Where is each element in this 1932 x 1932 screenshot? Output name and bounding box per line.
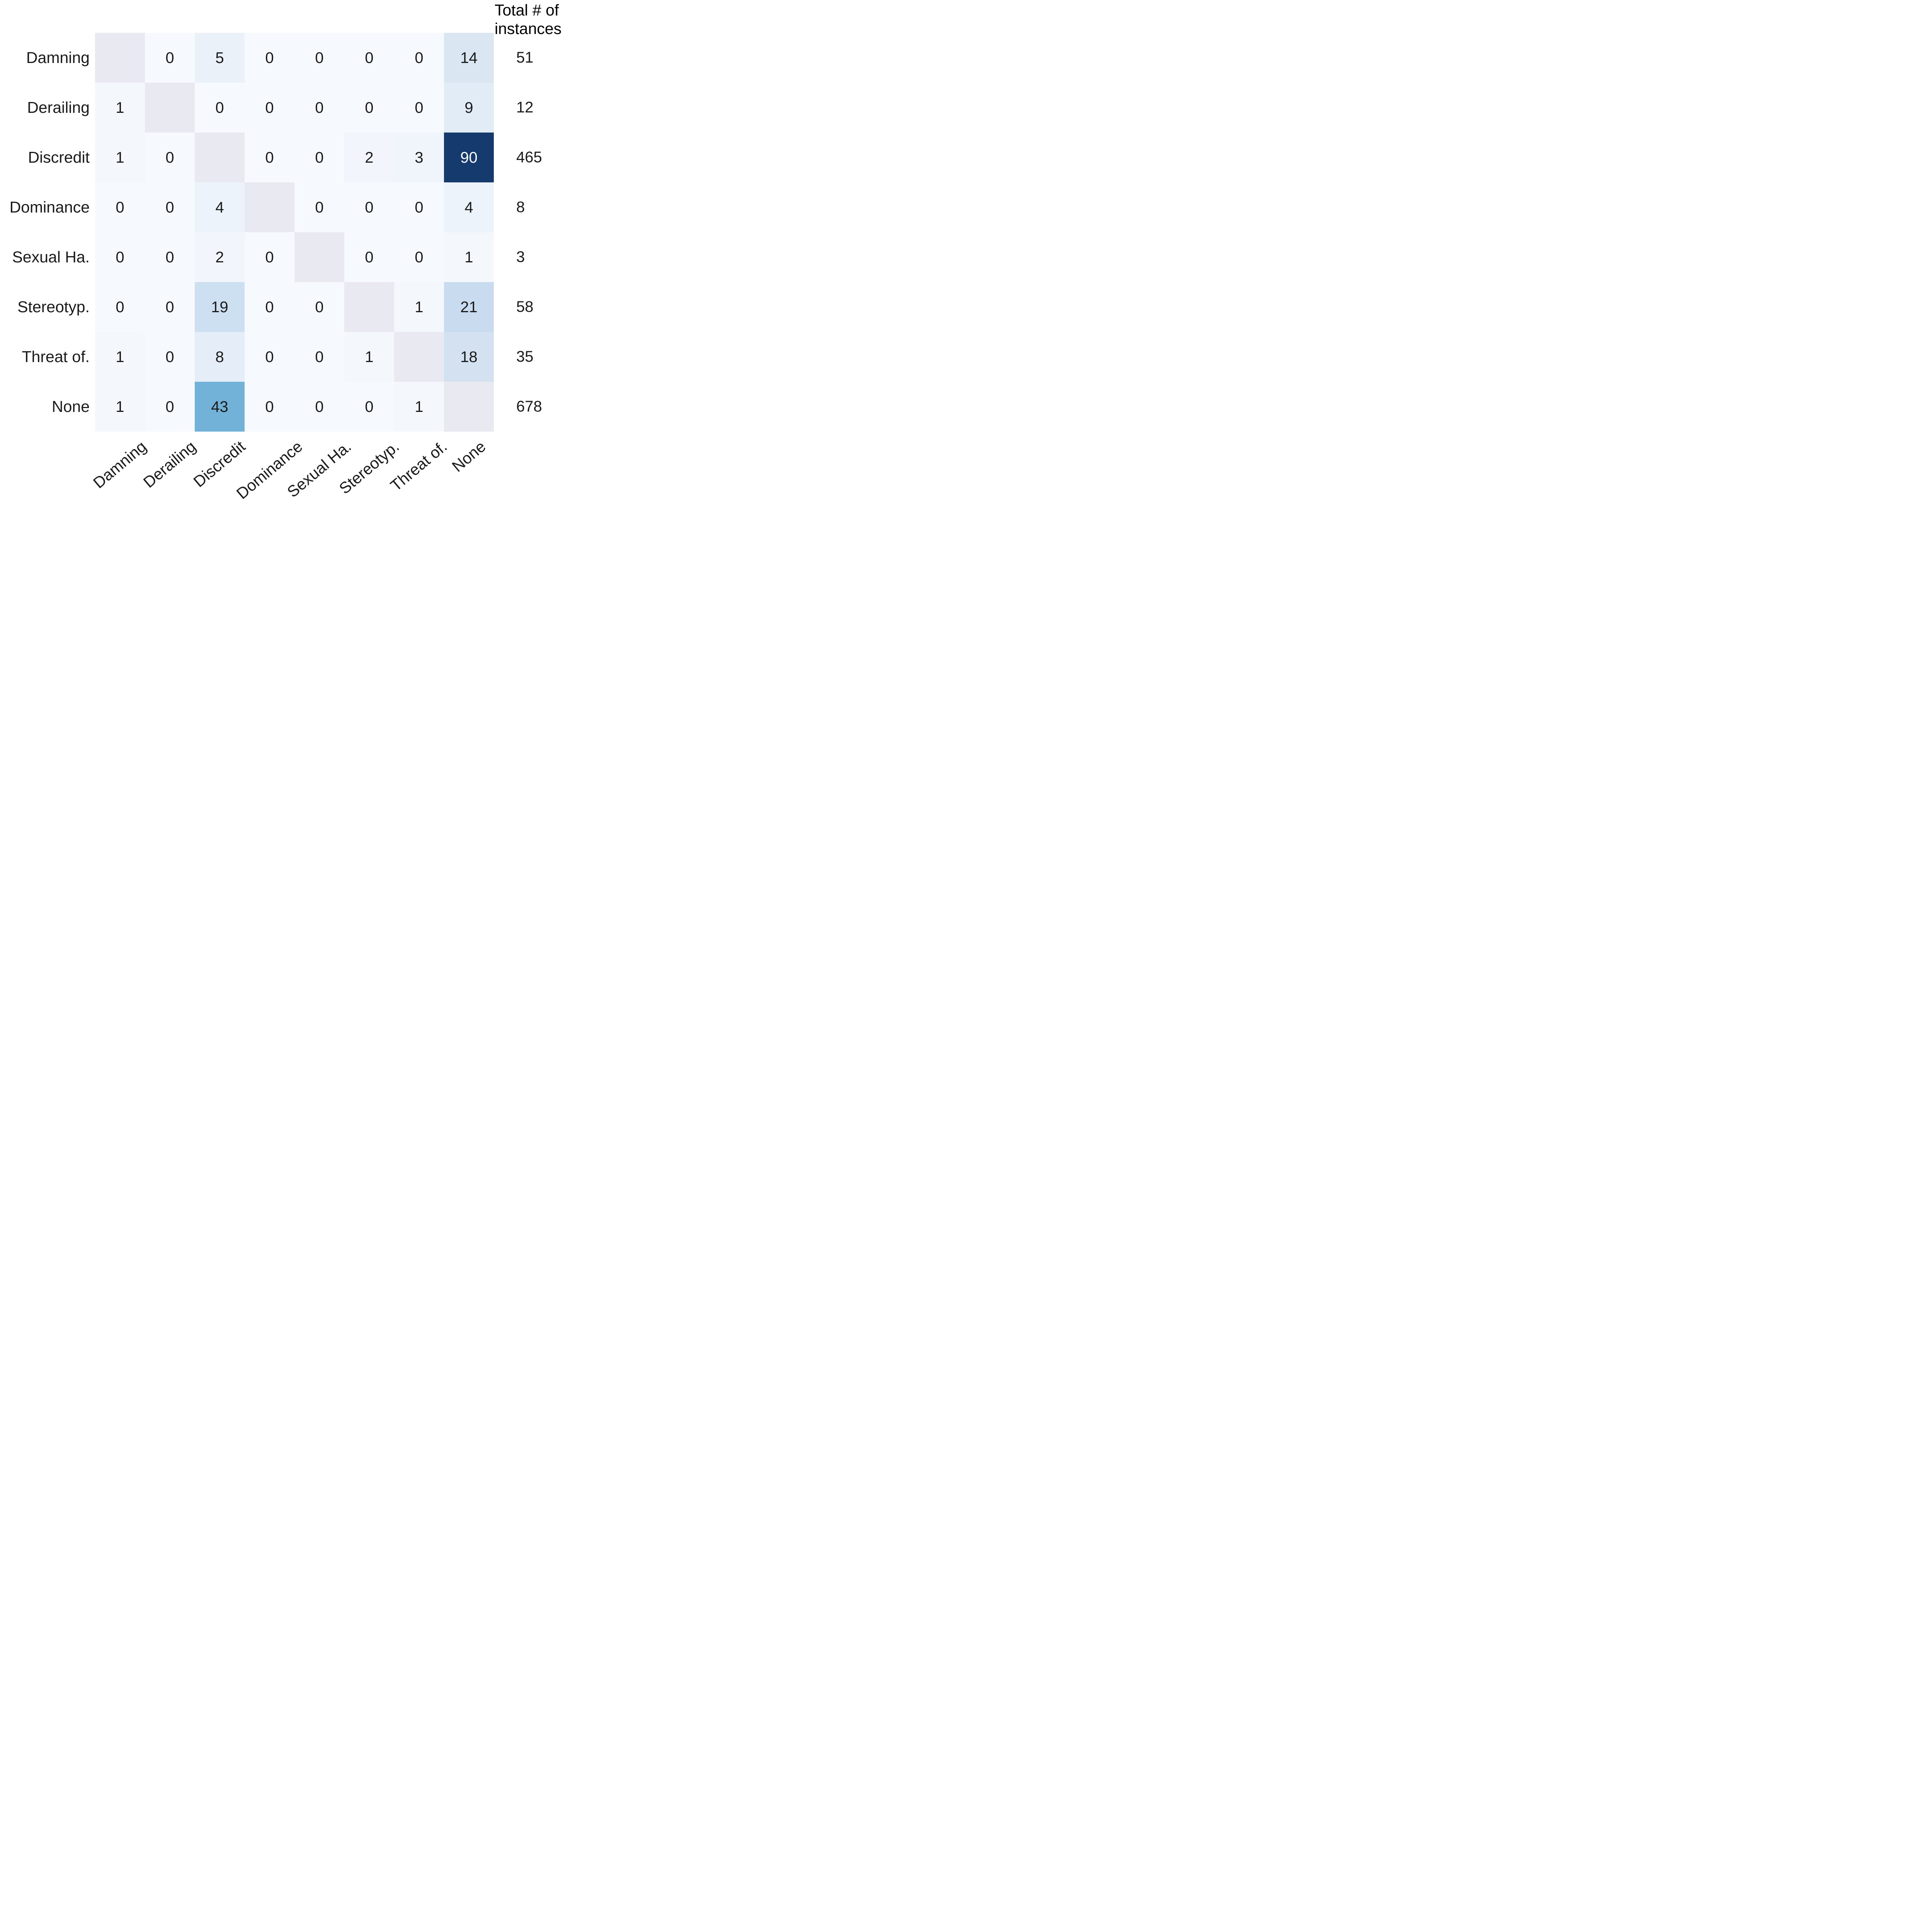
heatmap-cell: 0 xyxy=(245,232,294,282)
heatmap-cell: 4 xyxy=(444,182,494,232)
heatmap-cell: 0 xyxy=(95,232,145,282)
heatmap-cell: 0 xyxy=(245,83,294,133)
heatmap-cell: 9 xyxy=(444,83,494,133)
heatmap-cell: 43 xyxy=(195,382,245,432)
total-value: 58 xyxy=(516,298,534,315)
heatmap-cell: 1 xyxy=(344,332,394,382)
heatmap-cell: 0 xyxy=(145,182,195,232)
y-axis-labels: Damning Derailing Discredit Dominance Sexual… xyxy=(0,33,90,432)
heatmap-cell: 0 xyxy=(344,232,394,282)
heatmap-cell: 0 xyxy=(344,83,394,133)
heatmap-cell: 1 xyxy=(394,282,444,332)
heatmap-cell: 0 xyxy=(394,182,444,232)
totals-column: 51 12 465 8 3 58 35 678 xyxy=(516,33,565,432)
confusion-matrix: 0 5 0 0 0 0 14 1 0 0 0 0 0 9 1 0 0 0 2 3 90 0 0 4 0 0 0 4 0 0 2 0 0 0 1 0 0 1… xyxy=(95,33,494,432)
heatmap-cell: 0 xyxy=(245,382,294,432)
heatmap-cell: 0 xyxy=(344,182,394,232)
col-label: Discredit xyxy=(190,437,249,491)
heatmap-cell: 5 xyxy=(195,33,245,83)
total-value: 12 xyxy=(516,99,534,116)
heatmap-cell xyxy=(344,282,394,332)
heatmap-cell: 0 xyxy=(145,282,195,332)
heatmap-cell xyxy=(145,83,195,133)
col-label: Dominance xyxy=(233,437,306,502)
row-label: None xyxy=(51,398,90,415)
heatmap-cell: 0 xyxy=(394,232,444,282)
totals-header-line1: Total # of xyxy=(495,1,559,19)
heatmap-cell: 0 xyxy=(145,33,195,83)
heatmap-cell: 90 xyxy=(444,133,494,182)
heatmap-cell: 0 xyxy=(294,33,344,83)
heatmap-cell: 1 xyxy=(394,382,444,432)
heatmap-cell: 0 xyxy=(95,282,145,332)
heatmap-cell xyxy=(294,232,344,282)
heatmap-cell: 0 xyxy=(294,133,344,182)
confusion-matrix-figure: Total # of instances Damning Derailing Dis… xyxy=(0,0,565,502)
heatmap-cell: 1 xyxy=(95,133,145,182)
heatmap-cell: 0 xyxy=(145,332,195,382)
heatmap-cell: 0 xyxy=(245,33,294,83)
heatmap-cell: 18 xyxy=(444,332,494,382)
heatmap-cell: 0 xyxy=(294,332,344,382)
heatmap-cell: 0 xyxy=(145,232,195,282)
heatmap-cell xyxy=(195,133,245,182)
col-label: None xyxy=(448,437,489,476)
heatmap-cell xyxy=(95,33,145,83)
heatmap-cell: 1 xyxy=(95,382,145,432)
heatmap-cell: 0 xyxy=(245,133,294,182)
row-label: Dominance xyxy=(9,198,90,216)
total-value: 51 xyxy=(516,49,534,66)
total-value: 678 xyxy=(516,398,542,415)
heatmap-cell xyxy=(444,382,494,432)
heatmap-cell: 0 xyxy=(394,33,444,83)
row-label: Discredit xyxy=(28,148,90,166)
heatmap-cell: 0 xyxy=(95,182,145,232)
heatmap-cell: 2 xyxy=(195,232,245,282)
col-label: Derailing xyxy=(140,437,200,492)
heatmap-cell xyxy=(245,182,294,232)
row-label: Sexual Ha. xyxy=(12,248,90,266)
totals-column-header: Total # of instances xyxy=(495,1,561,38)
row-label: Threat of. xyxy=(22,348,90,366)
col-label: Threat of. xyxy=(387,437,451,495)
heatmap-cell: 0 xyxy=(344,382,394,432)
col-label: Damning xyxy=(90,437,150,492)
heatmap-cell: 0 xyxy=(294,382,344,432)
heatmap-cell: 1 xyxy=(95,83,145,133)
heatmap-cell: 4 xyxy=(195,182,245,232)
heatmap-cell xyxy=(394,332,444,382)
row-label: Damning xyxy=(26,49,90,66)
heatmap-cell: 0 xyxy=(294,83,344,133)
row-label: Derailing xyxy=(27,99,90,116)
heatmap-cell: 1 xyxy=(444,232,494,282)
heatmap-cell: 14 xyxy=(444,33,494,83)
heatmap-cell: 0 xyxy=(245,332,294,382)
heatmap-cell: 8 xyxy=(195,332,245,382)
heatmap-cell: 0 xyxy=(145,133,195,182)
heatmap-cell: 0 xyxy=(344,33,394,83)
totals-header-line2: instances xyxy=(495,20,562,37)
heatmap-cell: 2 xyxy=(344,133,394,182)
heatmap-cell: 0 xyxy=(294,282,344,332)
heatmap-cell: 0 xyxy=(394,83,444,133)
heatmap-cell: 3 xyxy=(394,133,444,182)
total-value: 3 xyxy=(516,248,525,265)
heatmap-cell: 0 xyxy=(195,83,245,133)
heatmap-cell: 1 xyxy=(95,332,145,382)
heatmap-cell: 21 xyxy=(444,282,494,332)
heatmap-cell: 0 xyxy=(145,382,195,432)
col-label: Sexual Ha. xyxy=(284,437,355,501)
heatmap-cell: 0 xyxy=(245,282,294,332)
total-value: 8 xyxy=(516,199,525,216)
total-value: 465 xyxy=(516,149,542,166)
row-label: Stereotyp. xyxy=(17,298,90,316)
col-label: Stereotyp. xyxy=(335,437,403,498)
total-value: 35 xyxy=(516,348,534,365)
heatmap-cell: 19 xyxy=(195,282,245,332)
heatmap-cell: 0 xyxy=(294,182,344,232)
